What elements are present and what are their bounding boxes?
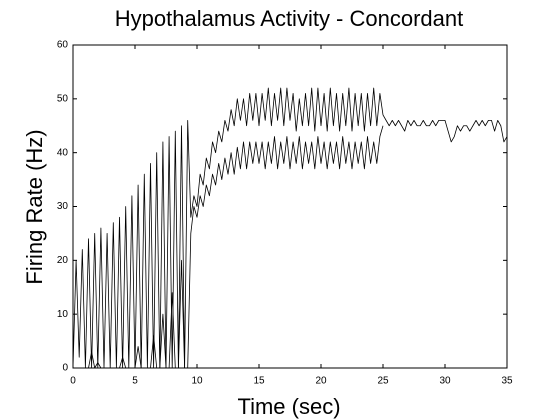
- y-tick-label: 60: [57, 40, 69, 51]
- y-tick-label: 50: [57, 93, 69, 104]
- y-tick-label: 30: [57, 201, 69, 212]
- y-tick-label: 10: [57, 309, 69, 320]
- chart-title: Hypothalamus Activity - Concordant: [115, 6, 464, 31]
- x-tick-label: 0: [70, 376, 76, 387]
- series-line: [73, 125, 384, 369]
- x-axis-label: Time (sec): [237, 394, 340, 419]
- y-axis-label: Firing Rate (Hz): [22, 129, 47, 284]
- y-tick-label: 40: [57, 147, 69, 158]
- x-tick-label: 5: [132, 376, 138, 387]
- series-line: [72, 87, 508, 369]
- x-tick-label: 25: [377, 376, 389, 387]
- x-tick-label: 10: [191, 376, 203, 387]
- x-tick-label: 30: [439, 376, 451, 387]
- y-tick-label: 20: [57, 255, 69, 266]
- x-tick-label: 35: [501, 376, 513, 387]
- y-tick-label: 0: [62, 363, 68, 374]
- x-tick-label: 20: [315, 376, 327, 387]
- x-tick-label: 15: [253, 376, 265, 387]
